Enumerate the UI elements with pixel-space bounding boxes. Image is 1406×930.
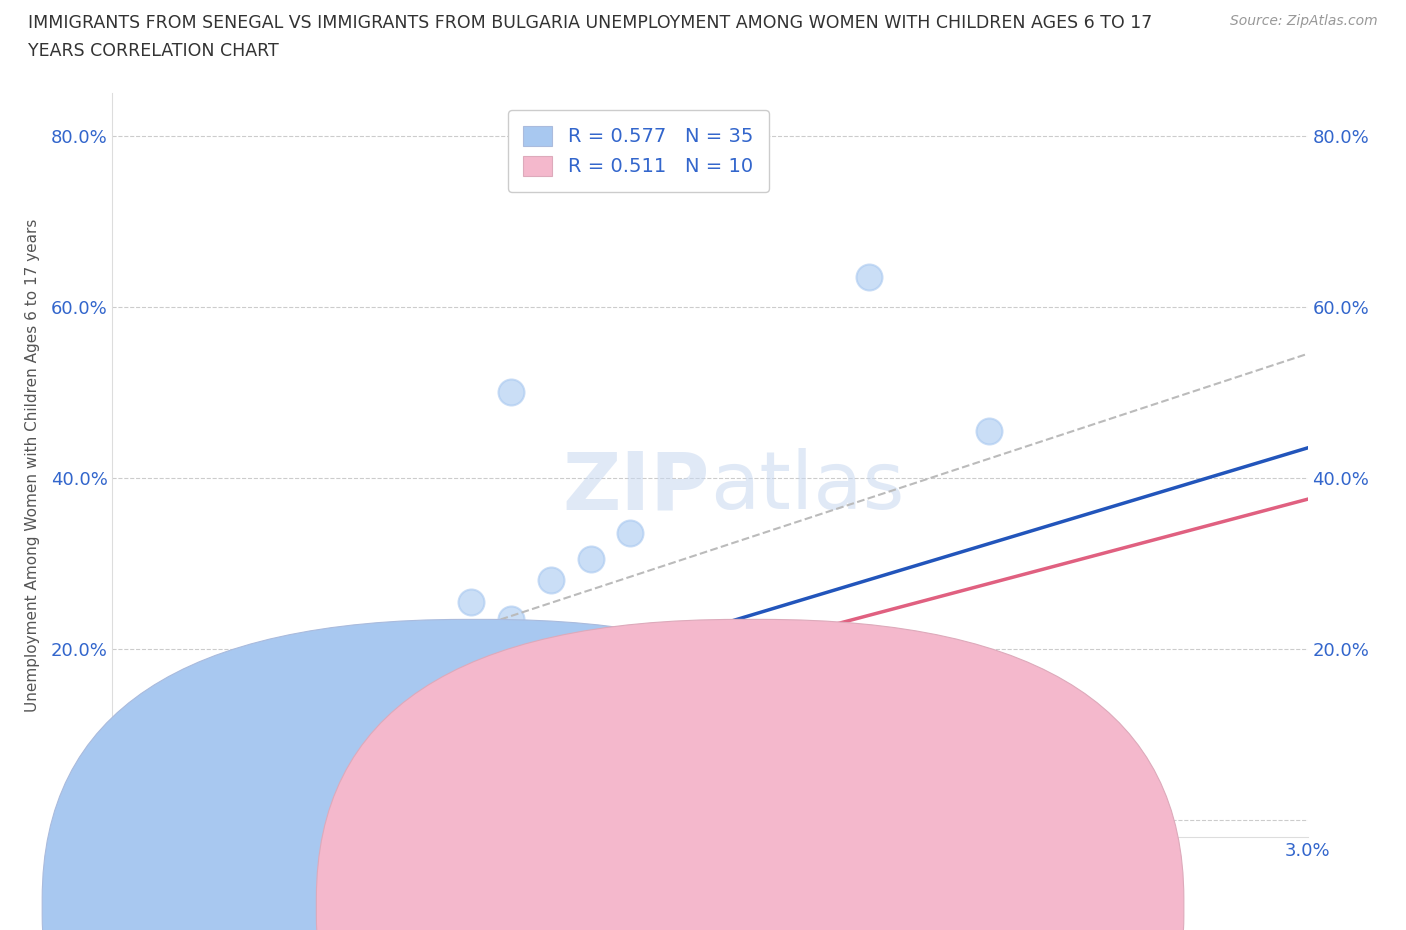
Point [181, 727, 204, 742]
Point [121, 739, 143, 754]
Point [110, 765, 132, 780]
Point [401, 629, 423, 644]
Point [141, 727, 163, 742]
Legend: R = 0.577   N = 35, R = 0.511   N = 10: R = 0.577 N = 35, R = 0.511 N = 10 [508, 110, 769, 193]
Point [221, 706, 243, 721]
Point [181, 757, 204, 772]
Text: atlas: atlas [710, 448, 904, 526]
Point [125, 736, 148, 751]
Point [579, 706, 602, 721]
Point [141, 739, 163, 754]
Point [221, 749, 243, 764]
Text: YEARS CORRELATION CHART: YEARS CORRELATION CHART [28, 42, 278, 60]
Point [141, 714, 163, 729]
Point [301, 688, 323, 703]
Point [138, 714, 160, 729]
Point [460, 594, 482, 609]
Point [181, 693, 204, 708]
Point [679, 727, 702, 742]
Point [240, 680, 263, 695]
Text: Immigrants from Senegal: Immigrants from Senegal [492, 897, 730, 916]
Point [117, 749, 139, 764]
Point [110, 765, 132, 780]
Text: Immigrants from Bulgaria: Immigrants from Bulgaria [759, 897, 998, 916]
Text: ZIP: ZIP [562, 448, 710, 526]
Point [579, 551, 602, 566]
Point [157, 701, 180, 716]
Point [540, 573, 562, 588]
Point [619, 526, 641, 541]
Text: IMMIGRANTS FROM SENEGAL VS IMMIGRANTS FROM BULGARIA UNEMPLOYMENT AMONG WOMEN WIT: IMMIGRANTS FROM SENEGAL VS IMMIGRANTS FR… [28, 14, 1153, 32]
Point [340, 706, 363, 721]
Point [340, 654, 363, 669]
Point [114, 757, 135, 772]
Point [260, 697, 283, 711]
Point [738, 752, 761, 767]
Point [499, 612, 522, 627]
Point [149, 710, 172, 724]
Point [260, 671, 283, 686]
Point [499, 385, 522, 400]
Point [134, 718, 156, 733]
Point [858, 270, 880, 285]
Point [301, 637, 323, 652]
Point [977, 423, 1000, 438]
Point [181, 710, 204, 724]
Point [129, 727, 152, 742]
Point [380, 642, 402, 657]
Point [938, 731, 960, 746]
Point [301, 663, 323, 678]
Y-axis label: Unemployment Among Women with Children Ages 6 to 17 years: Unemployment Among Women with Children A… [25, 219, 39, 711]
Point [460, 723, 482, 737]
Text: Source: ZipAtlas.com: Source: ZipAtlas.com [1230, 14, 1378, 28]
Point [401, 723, 423, 737]
Point [117, 749, 139, 764]
